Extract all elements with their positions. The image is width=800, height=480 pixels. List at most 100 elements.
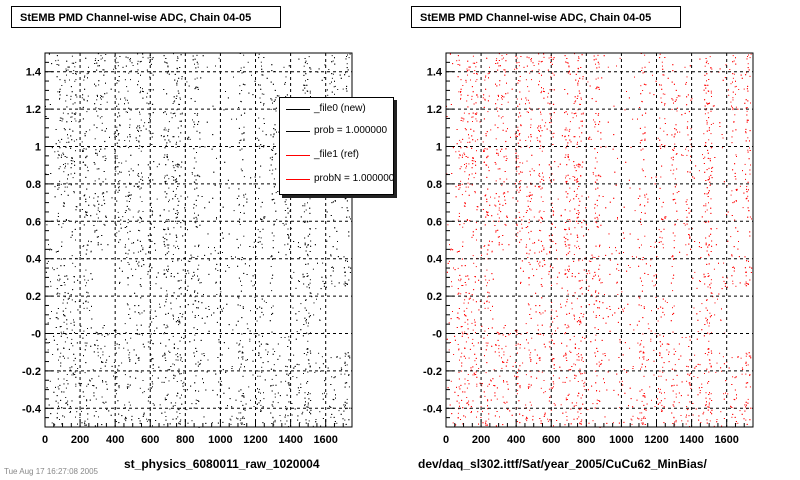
scatter-point [103, 402, 105, 404]
scatter-point [117, 65, 119, 67]
scatter-point [307, 235, 309, 237]
y-tick-label: -0 [31, 329, 41, 341]
scatter-point [124, 323, 126, 325]
scatter-point [177, 348, 179, 350]
scatter-point [106, 359, 108, 361]
scatter-point [490, 196, 491, 198]
scatter-point [451, 281, 452, 283]
scatter-point [273, 235, 275, 237]
scatter-point [199, 363, 201, 365]
scatter-point [185, 273, 187, 275]
scatter-point [194, 291, 195, 293]
scatter-point [284, 337, 286, 338]
scatter-point [347, 260, 348, 262]
scatter-point [83, 245, 85, 247]
scatter-point [178, 371, 180, 373]
scatter-point [306, 409, 308, 411]
scatter-point [239, 419, 241, 421]
scatter-point [175, 180, 177, 182]
scatter-point [217, 252, 219, 254]
scatter-point [125, 186, 127, 188]
scatter-point [664, 300, 666, 302]
scatter-point [334, 63, 336, 65]
right-chart-title: StEMB PMD Channel-wise ADC, Chain 04-05 [411, 6, 681, 28]
scatter-point [250, 280, 252, 282]
scatter-point [59, 117, 61, 119]
scatter-point [308, 420, 310, 422]
scatter-point [163, 89, 165, 90]
scatter-point [253, 406, 255, 407]
scatter-point [214, 184, 216, 186]
scatter-point [195, 226, 197, 228]
scatter-point [53, 269, 55, 271]
scatter-point [223, 109, 225, 111]
scatter-point [530, 308, 532, 310]
scatter-point [156, 327, 158, 329]
scatter-point [189, 341, 191, 343]
scatter-point [465, 341, 467, 343]
scatter-point [284, 423, 286, 425]
scatter-point [152, 343, 154, 345]
scatter-point [159, 303, 160, 305]
scatter-point [73, 353, 75, 355]
scatter-point [137, 60, 139, 62]
scatter-point [267, 351, 269, 353]
scatter-point [178, 319, 180, 321]
scatter-point [63, 154, 65, 156]
scatter-point [315, 362, 317, 364]
scatter-point [97, 65, 99, 67]
scatter-point [221, 354, 223, 356]
scatter-point [137, 219, 139, 221]
scatter-point [218, 57, 220, 59]
scatter-point [96, 94, 98, 96]
scatter-point [280, 420, 282, 422]
scatter-point [466, 69, 468, 71]
scatter-point [236, 417, 237, 419]
scatter-point [99, 150, 100, 152]
scatter-point [80, 325, 82, 327]
scatter-point [686, 76, 688, 78]
scatter-point [130, 154, 132, 156]
scatter-point [175, 146, 177, 148]
scatter-point [238, 344, 240, 346]
scatter-point [260, 219, 262, 220]
scatter-point [73, 62, 75, 64]
scatter-point [180, 195, 182, 197]
scatter-point [318, 68, 320, 70]
scatter-point [165, 327, 167, 329]
scatter-point [285, 96, 287, 98]
scatter-point [73, 276, 75, 278]
scatter-point [540, 387, 542, 389]
scatter-point [309, 365, 311, 367]
scatter-point [267, 353, 268, 355]
scatter-point [307, 263, 309, 265]
scatter-point [346, 382, 348, 384]
scatter-point [117, 61, 119, 63]
scatter-point [93, 204, 95, 206]
scatter-point [84, 216, 86, 218]
scatter-point [140, 278, 142, 280]
scatter-point [678, 402, 680, 404]
scatter-point [463, 223, 465, 225]
scatter-point [471, 116, 473, 118]
scatter-point [159, 306, 161, 308]
scatter-point [578, 214, 579, 215]
scatter-point [601, 282, 603, 284]
scatter-point [662, 371, 664, 373]
scatter-point [75, 73, 76, 75]
scatter-point [104, 148, 106, 150]
scatter-point [330, 254, 332, 256]
y-tick-label: -0.2 [22, 366, 41, 378]
scatter-point [57, 188, 59, 190]
scatter-point [238, 107, 240, 108]
scatter-point [303, 324, 305, 325]
scatter-point [196, 226, 198, 228]
scatter-point [97, 220, 99, 222]
scatter-point [138, 357, 140, 359]
scatter-point [275, 97, 277, 99]
scatter-point [271, 290, 273, 292]
scatter-point [64, 275, 66, 277]
scatter-point [239, 340, 241, 342]
scatter-point [138, 148, 140, 149]
scatter-point [475, 266, 477, 268]
